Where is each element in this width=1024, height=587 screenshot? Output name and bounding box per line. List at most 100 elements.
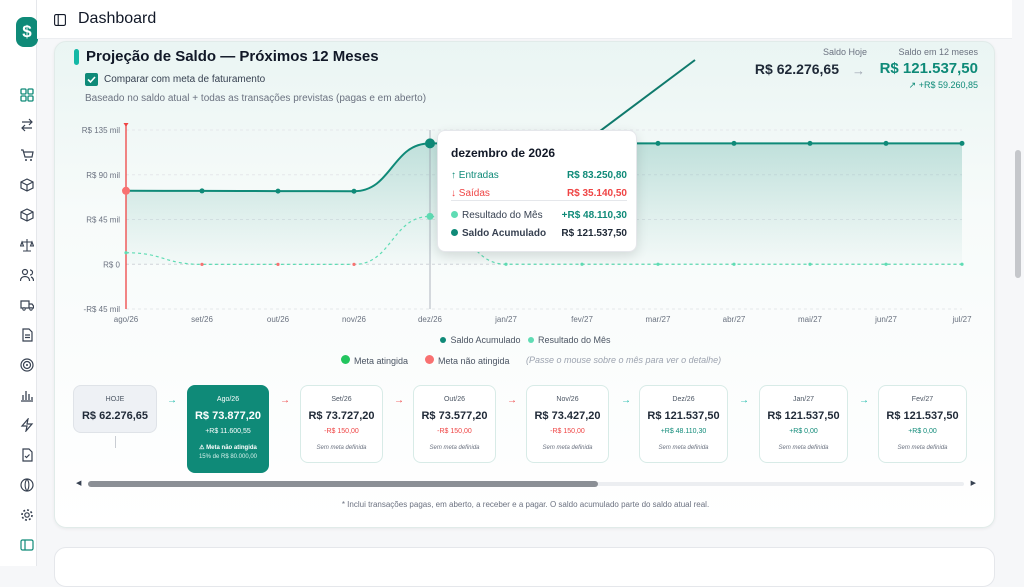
- tooltip-resultado-label-text: Resultado do Mês: [462, 210, 543, 221]
- truck-icon[interactable]: [20, 298, 34, 312]
- month-value: R$ 73.427,20: [534, 410, 601, 422]
- box-icon[interactable]: [20, 178, 34, 192]
- month-card-nov26[interactable]: Nov/26 R$ 73.427,20 -R$ 150,00 Sem meta …: [526, 385, 609, 463]
- tooltip-resultado-label: Resultado do Mês: [451, 210, 543, 221]
- months-scrollbar-thumb[interactable]: [88, 481, 598, 487]
- page-title: Dashboard: [78, 10, 157, 27]
- document-icon[interactable]: [20, 328, 34, 342]
- compare-checkbox[interactable]: [85, 73, 98, 86]
- saldo-hoje-value: R$ 62.276,65: [754, 61, 839, 77]
- connector-arrow-icon: →: [167, 395, 177, 406]
- resultado-point: [504, 262, 508, 266]
- settings-icon[interactable]: [20, 508, 34, 522]
- connector-arrow-icon: →: [739, 395, 749, 406]
- x-tick-label: jul/27: [951, 315, 972, 324]
- connector-arrow-icon: →: [280, 395, 290, 406]
- scroll-left-arrow-icon[interactable]: ◀: [76, 480, 82, 487]
- balance-projection-card: Projeção de Saldo — Próximos 12 Meses Co…: [54, 41, 995, 528]
- connector-arrow-icon: →: [394, 395, 404, 406]
- x-tick-label: set/26: [191, 315, 213, 324]
- month-name: Nov/26: [556, 396, 579, 403]
- tooltip-resultado-value: +R$ 48.110,30: [561, 210, 627, 221]
- month-name: Ago/26: [216, 396, 240, 403]
- scroll-right-arrow-icon[interactable]: ▶: [970, 480, 976, 487]
- globe-icon[interactable]: [20, 478, 34, 492]
- saldo-dot-icon: [451, 229, 458, 236]
- months-scrollbar[interactable]: ◀ ▶: [76, 480, 976, 488]
- month-delta: +R$ 0,00: [789, 428, 818, 435]
- users-icon[interactable]: [20, 268, 34, 282]
- tooltip-saidas-label: ↓ Saídas: [451, 188, 490, 199]
- target-icon[interactable]: [20, 358, 34, 372]
- y-tick-label: R$ 45 mil: [86, 216, 120, 225]
- month-name: Set/26: [331, 396, 352, 403]
- saldo-point: [959, 140, 965, 146]
- panel-toggle-icon[interactable]: [54, 13, 66, 26]
- page-scrollbar[interactable]: [1012, 0, 1024, 566]
- month-value: R$ 73.727,20: [308, 410, 375, 422]
- bolt-icon[interactable]: [20, 418, 34, 432]
- month-card-hoje[interactable]: HOJE R$ 62.276,65: [73, 385, 157, 433]
- legend-saldo-dot-icon: [440, 337, 447, 343]
- month-card-dez26[interactable]: Dez/26 R$ 121.537,50 +R$ 48.110,30 Sem m…: [639, 385, 728, 463]
- month-value: R$ 73.577,20: [421, 410, 488, 422]
- card-title: Projeção de Saldo — Próximos 12 Meses: [86, 48, 379, 65]
- legend-saldo-label[interactable]: Saldo Acumulado: [450, 335, 521, 345]
- tooltip-saldo-label: Saldo Acumulado: [451, 228, 546, 239]
- tooltip-saldo-label-text: Saldo Acumulado: [462, 228, 547, 239]
- legend-resultado-label[interactable]: Resultado do Mês: [538, 335, 611, 345]
- bar-chart-icon[interactable]: [20, 388, 34, 402]
- tooltip-saidas-value: R$ 35.140,50: [566, 188, 627, 199]
- month-note: Sem meta definida: [778, 445, 829, 451]
- app-logo[interactable]: $: [16, 17, 38, 47]
- dollar-logo-glyph: $: [22, 22, 32, 41]
- x-tick-label: jan/27: [494, 315, 517, 324]
- trend-up-icon: ↗: [908, 80, 919, 90]
- saldo-point: [655, 140, 661, 146]
- legend-resultado-dot-icon: [528, 337, 535, 343]
- next-card: [54, 547, 995, 587]
- file-icon[interactable]: [20, 448, 34, 462]
- y-tick-label: R$ 90 mil: [86, 171, 120, 180]
- resultado-point: [580, 262, 584, 266]
- month-card-set26[interactable]: Set/26 R$ 73.727,20 -R$ 150,00 Sem meta …: [300, 385, 383, 463]
- scale-icon[interactable]: [20, 238, 34, 252]
- month-card-fev27[interactable]: Fev/27 R$ 121.537,50 +R$ 0,00 Sem meta d…: [878, 385, 967, 463]
- saldo-point: [275, 188, 281, 194]
- goal-met-label: Meta atingida: [354, 356, 409, 366]
- month-delta: +R$ 11.600,55: [205, 428, 251, 435]
- month-note: Sem meta definida: [316, 445, 367, 451]
- month-name: HOJE: [105, 396, 125, 403]
- resultado-point: [352, 262, 356, 266]
- sidebar-toggle-icon[interactable]: [20, 538, 34, 552]
- month-card-ago26[interactable]: Ago/26 R$ 73.877,20 +R$ 11.600,55 ⚠ Meta…: [187, 385, 269, 473]
- saldo-12-meses-delta: ↗ +R$ 59.260,85: [877, 80, 978, 91]
- compare-checkbox-label[interactable]: Comparar com meta de faturamento: [104, 74, 266, 85]
- tooltip-entradas-value: R$ 83.250,80: [566, 170, 627, 181]
- x-tick-label: abr/27: [723, 315, 746, 324]
- month-card-out26[interactable]: Out/26 R$ 73.577,20 -R$ 150,00 Sem meta …: [413, 385, 496, 463]
- package-icon[interactable]: [20, 208, 34, 222]
- resultado-point: [960, 262, 964, 266]
- title-accent: [74, 49, 79, 65]
- month-name: Out/26: [443, 396, 465, 403]
- saldo-point: [199, 188, 205, 194]
- month-note: Sem meta definida: [429, 445, 480, 451]
- resultado-point: [426, 212, 434, 220]
- transactions-icon[interactable]: [20, 118, 34, 132]
- goal-not-met-item: Meta não atingida: [425, 355, 510, 366]
- saldo-point: [807, 140, 813, 146]
- month-delta: -R$ 150,00: [550, 428, 585, 435]
- month-card-jan27[interactable]: Jan/27 R$ 121.537,50 +R$ 0,00 Sem meta d…: [759, 385, 848, 463]
- page-scrollbar-thumb[interactable]: [1015, 150, 1021, 278]
- month-note: Sem meta definida: [897, 445, 948, 451]
- dashboard-icon[interactable]: [20, 88, 34, 102]
- x-tick-label: fev/27: [571, 315, 593, 324]
- x-tick-label: mar/27: [646, 315, 671, 324]
- tooltip-entradas-label: ↑ Entradas: [451, 170, 499, 181]
- month-value: R$ 121.537,50: [767, 410, 840, 422]
- cart-icon[interactable]: [20, 148, 34, 162]
- month-delta: +R$ 48.110,30: [660, 428, 707, 435]
- month-goal-pct: 15% de R$ 80.000,00: [198, 454, 258, 460]
- resultado-point: [200, 262, 204, 266]
